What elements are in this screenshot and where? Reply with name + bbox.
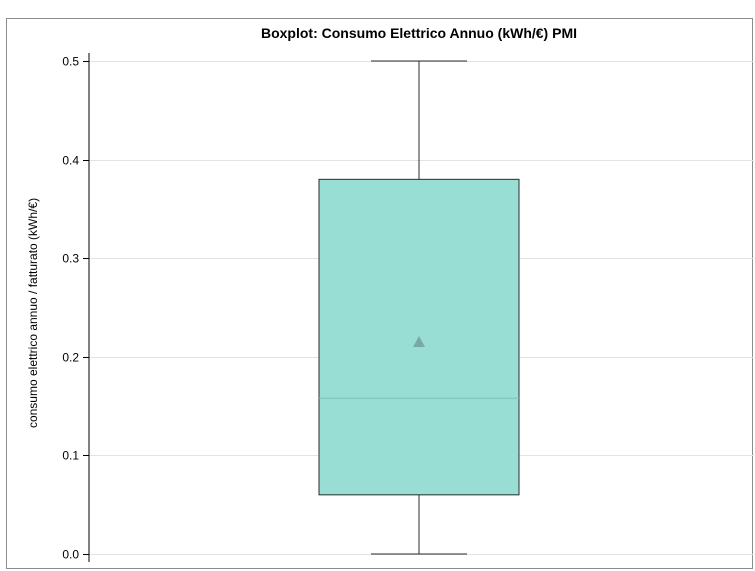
y-tick-label-0: 0.0	[62, 548, 79, 562]
y-axis: 0.0 0.1 0.2 0.3 0.4 0.5	[62, 53, 90, 562]
y-tick-label-3: 0.3	[62, 252, 79, 266]
y-tick-label-1: 0.1	[62, 449, 79, 463]
chart-title: Boxplot: Consumo Elettrico Annuo (kWh/€)…	[261, 25, 577, 41]
box-elements	[318, 60, 520, 555]
chart-frame: 0.0 0.1 0.2 0.3 0.4 0.5 Boxplot: Consumo Elet…	[6, 18, 754, 569]
y-tick-label-4: 0.4	[62, 154, 79, 168]
y-tick-label-5: 0.5	[62, 55, 79, 69]
mean-marker	[413, 336, 425, 348]
y-tick-label-2: 0.2	[62, 351, 79, 365]
y-axis-label: consumo elettrico annuo / fatturato (kWh…	[26, 198, 40, 428]
boxplot-chart: 0.0 0.1 0.2 0.3 0.4 0.5 Boxplot: Consumo Elet…	[26, 25, 754, 562]
